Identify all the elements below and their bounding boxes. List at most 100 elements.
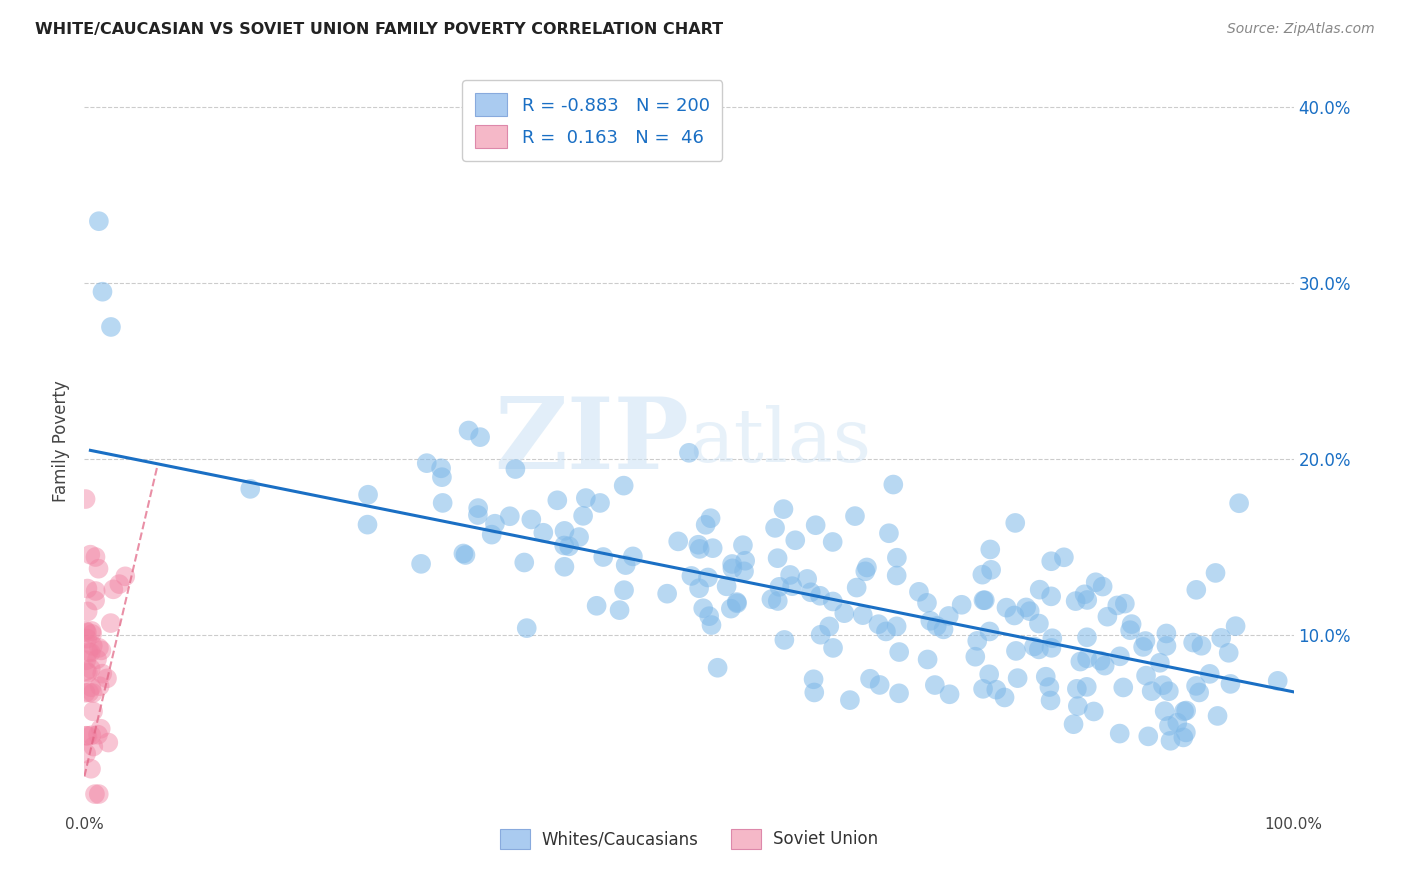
Point bbox=[725, 596, 748, 610]
Point bbox=[772, 502, 794, 516]
Point bbox=[100, 616, 122, 631]
Point bbox=[859, 672, 882, 686]
Point bbox=[1206, 709, 1229, 723]
Point bbox=[416, 456, 439, 470]
Point bbox=[467, 501, 489, 516]
Point bbox=[1159, 733, 1181, 747]
Point bbox=[572, 508, 595, 523]
Point bbox=[1076, 593, 1098, 607]
Point bbox=[453, 547, 475, 561]
Text: Source: ZipAtlas.com: Source: ZipAtlas.com bbox=[1227, 22, 1375, 37]
Point bbox=[886, 568, 908, 582]
Point bbox=[1015, 600, 1038, 615]
Point bbox=[780, 579, 803, 593]
Point bbox=[613, 583, 636, 598]
Point bbox=[457, 424, 479, 438]
Point bbox=[932, 623, 955, 637]
Point bbox=[1205, 566, 1227, 580]
Point bbox=[84, 593, 107, 607]
Point bbox=[87, 214, 110, 228]
Point bbox=[844, 509, 866, 524]
Point bbox=[1227, 496, 1250, 510]
Point bbox=[75, 664, 97, 678]
Point bbox=[1090, 654, 1112, 668]
Point bbox=[1153, 704, 1175, 718]
Point bbox=[454, 548, 477, 562]
Point bbox=[82, 639, 104, 653]
Point bbox=[76, 729, 98, 743]
Text: WHITE/CAUCASIAN VS SOVIET UNION FAMILY POVERTY CORRELATION CHART: WHITE/CAUCASIAN VS SOVIET UNION FAMILY P… bbox=[35, 22, 723, 37]
Point bbox=[1084, 575, 1107, 590]
Point bbox=[1188, 685, 1211, 699]
Point bbox=[87, 562, 110, 576]
Point bbox=[1039, 693, 1062, 707]
Point bbox=[613, 478, 636, 492]
Point bbox=[76, 582, 98, 596]
Point bbox=[803, 673, 825, 687]
Point bbox=[1022, 640, 1045, 654]
Point bbox=[84, 787, 107, 801]
Point bbox=[915, 596, 938, 610]
Point bbox=[1182, 635, 1205, 649]
Point bbox=[1035, 670, 1057, 684]
Point bbox=[1028, 616, 1050, 631]
Point bbox=[108, 577, 131, 591]
Point bbox=[1018, 604, 1040, 618]
Y-axis label: Family Poverty: Family Poverty bbox=[52, 381, 70, 502]
Point bbox=[505, 462, 527, 476]
Point bbox=[979, 542, 1001, 557]
Point bbox=[84, 584, 107, 599]
Point bbox=[75, 653, 97, 667]
Point bbox=[357, 488, 380, 502]
Point bbox=[1135, 668, 1157, 682]
Point bbox=[614, 558, 637, 573]
Point bbox=[920, 614, 942, 628]
Point bbox=[972, 681, 994, 696]
Point bbox=[1053, 550, 1076, 565]
Point bbox=[89, 679, 111, 693]
Point bbox=[1067, 699, 1090, 714]
Point bbox=[76, 632, 98, 646]
Point bbox=[924, 678, 946, 692]
Point bbox=[621, 549, 644, 564]
Point bbox=[925, 619, 948, 633]
Point bbox=[1225, 619, 1247, 633]
Point bbox=[1267, 673, 1289, 688]
Point bbox=[430, 461, 453, 475]
Point bbox=[882, 477, 904, 491]
Point bbox=[1091, 580, 1114, 594]
Point bbox=[1173, 704, 1195, 718]
Point bbox=[553, 524, 575, 538]
Point bbox=[681, 569, 703, 583]
Point bbox=[82, 704, 104, 718]
Point bbox=[91, 666, 114, 681]
Point bbox=[887, 686, 910, 700]
Point bbox=[721, 557, 744, 571]
Point bbox=[716, 579, 738, 593]
Point bbox=[75, 729, 97, 743]
Point bbox=[1083, 705, 1105, 719]
Point bbox=[80, 624, 103, 638]
Point bbox=[973, 593, 995, 607]
Point bbox=[965, 649, 987, 664]
Point bbox=[1069, 655, 1091, 669]
Point bbox=[692, 601, 714, 615]
Point bbox=[1038, 680, 1060, 694]
Point bbox=[706, 661, 728, 675]
Point bbox=[779, 568, 801, 582]
Point bbox=[1173, 731, 1195, 745]
Point bbox=[87, 640, 110, 655]
Point bbox=[972, 593, 994, 607]
Point bbox=[721, 561, 744, 575]
Point bbox=[80, 680, 103, 694]
Text: ZIP: ZIP bbox=[494, 393, 689, 490]
Point bbox=[688, 538, 710, 552]
Point bbox=[76, 604, 98, 618]
Point bbox=[800, 585, 823, 599]
Point bbox=[589, 496, 612, 510]
Point bbox=[80, 762, 103, 776]
Point bbox=[666, 534, 689, 549]
Point bbox=[1040, 554, 1063, 568]
Point bbox=[1004, 516, 1026, 530]
Point bbox=[467, 508, 489, 522]
